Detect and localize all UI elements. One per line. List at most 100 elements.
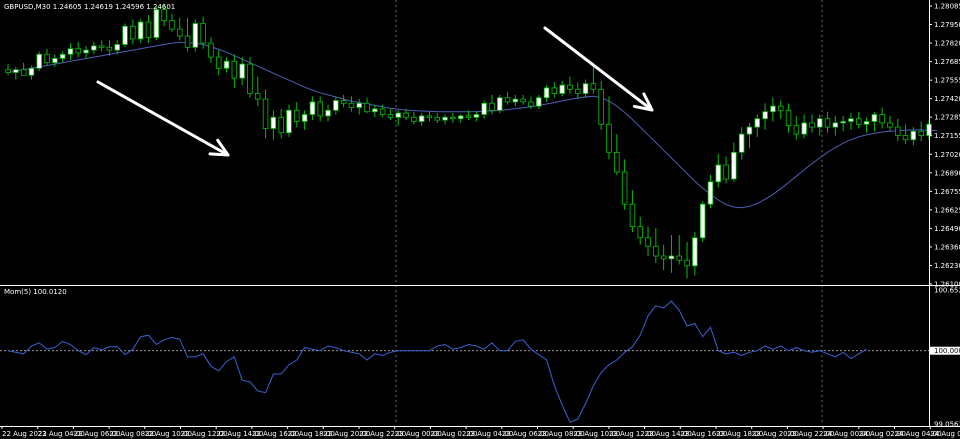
- candle-body: [902, 135, 909, 141]
- candle-body: [918, 130, 925, 136]
- time-tick-label: 24 Aug 02:00: [859, 430, 906, 438]
- candle: [411, 111, 417, 125]
- axes-layer: [0, 0, 960, 427]
- candle: [863, 117, 870, 133]
- candle-body: [262, 98, 269, 129]
- candle-body: [418, 115, 425, 122]
- candle: [75, 41, 82, 58]
- candle: [130, 19, 136, 45]
- price-axis-labels: 1.28085 1.27950 1.27820 1.27685 1.27555 1.274…: [929, 3, 960, 289]
- candle-body: [528, 101, 534, 107]
- time-tick-label: 23 Aug 00:00: [395, 430, 442, 438]
- candle-body: [520, 98, 526, 103]
- candle: [809, 114, 815, 133]
- candle-body: [770, 105, 776, 113]
- candle-body: [746, 126, 753, 135]
- indicator-label: Mom(5) 100.0120: [4, 288, 67, 296]
- candle: [247, 57, 253, 98]
- candle-body: [582, 83, 589, 94]
- candle-body: [44, 53, 50, 64]
- candle-body: [793, 125, 800, 135]
- candle: [379, 104, 386, 118]
- candle: [684, 241, 690, 279]
- candle: [28, 65, 35, 80]
- candle-body: [364, 102, 370, 113]
- candle-body: [848, 118, 854, 122]
- candle-body: [411, 116, 417, 122]
- candle-body: [5, 69, 11, 73]
- candle-body: [223, 60, 230, 69]
- candle: [746, 122, 753, 149]
- price-tick-label: 1.27820: [934, 40, 960, 48]
- candle: [44, 48, 50, 66]
- trend-arrow-2: [543, 26, 654, 112]
- candle-body: [348, 102, 355, 108]
- candle-body: [785, 109, 792, 127]
- candle: [457, 114, 464, 123]
- candle-body: [215, 56, 222, 69]
- candle-body: [200, 23, 206, 44]
- candle: [528, 96, 534, 109]
- candle: [169, 13, 175, 32]
- candle-body: [676, 255, 683, 261]
- candle: [731, 142, 737, 182]
- candle: [145, 15, 152, 44]
- candle-body: [309, 101, 316, 115]
- candle-body: [543, 87, 550, 99]
- candle: [340, 94, 347, 108]
- candle: [504, 92, 511, 105]
- candle: [434, 113, 440, 123]
- time-tick-label: 23 Aug 04:00: [466, 430, 513, 438]
- candle: [606, 96, 612, 160]
- candle: [387, 108, 394, 121]
- candle: [114, 40, 121, 55]
- candle: [208, 37, 214, 63]
- candle: [223, 57, 230, 73]
- candle-body: [36, 53, 43, 69]
- candle-body: [239, 63, 245, 79]
- arrow-head: [208, 138, 230, 157]
- candle: [20, 62, 27, 76]
- candle-body: [426, 115, 433, 118]
- candle: [13, 66, 19, 80]
- candle-body: [856, 118, 862, 125]
- candle-body: [161, 9, 167, 22]
- candle: [536, 94, 542, 109]
- candle: [442, 114, 448, 125]
- candle: [575, 82, 581, 100]
- time-tick-label: 23 Aug 12:00: [609, 430, 656, 438]
- candle: [770, 97, 776, 122]
- candle: [215, 50, 222, 76]
- candle: [301, 110, 308, 130]
- candle: [918, 121, 925, 142]
- time-tick-label: 22 Aug 22:00: [359, 430, 406, 438]
- price-tick-label: 1.26890: [934, 169, 960, 177]
- candle: [778, 100, 784, 119]
- candle-body: [356, 102, 362, 108]
- candle-body: [512, 98, 519, 103]
- candle: [582, 79, 589, 98]
- time-tick-label: 22 Aug 16:00: [252, 430, 299, 438]
- candle: [106, 40, 113, 56]
- candlestick-layer: [5, 3, 932, 279]
- candle-body: [840, 121, 846, 124]
- time-tick-label: 22 Aug 08:00: [109, 430, 156, 438]
- candle-body: [895, 126, 901, 136]
- price-tick-label: 1.27555: [934, 77, 960, 85]
- candle-body: [75, 48, 82, 54]
- candle-body: [731, 151, 737, 180]
- candle: [653, 227, 659, 263]
- price-tick-label: 1.27950: [934, 21, 960, 29]
- candle: [910, 127, 917, 146]
- time-tick-label: 22 Aug 18:00: [288, 430, 335, 438]
- candle-body: [333, 100, 339, 111]
- candle: [785, 103, 792, 133]
- candle: [543, 85, 550, 102]
- candle: [762, 103, 768, 130]
- time-tick-label: 23 Aug 10:00: [573, 430, 620, 438]
- candle: [614, 134, 620, 175]
- candle-body: [59, 53, 66, 59]
- candle: [559, 80, 565, 97]
